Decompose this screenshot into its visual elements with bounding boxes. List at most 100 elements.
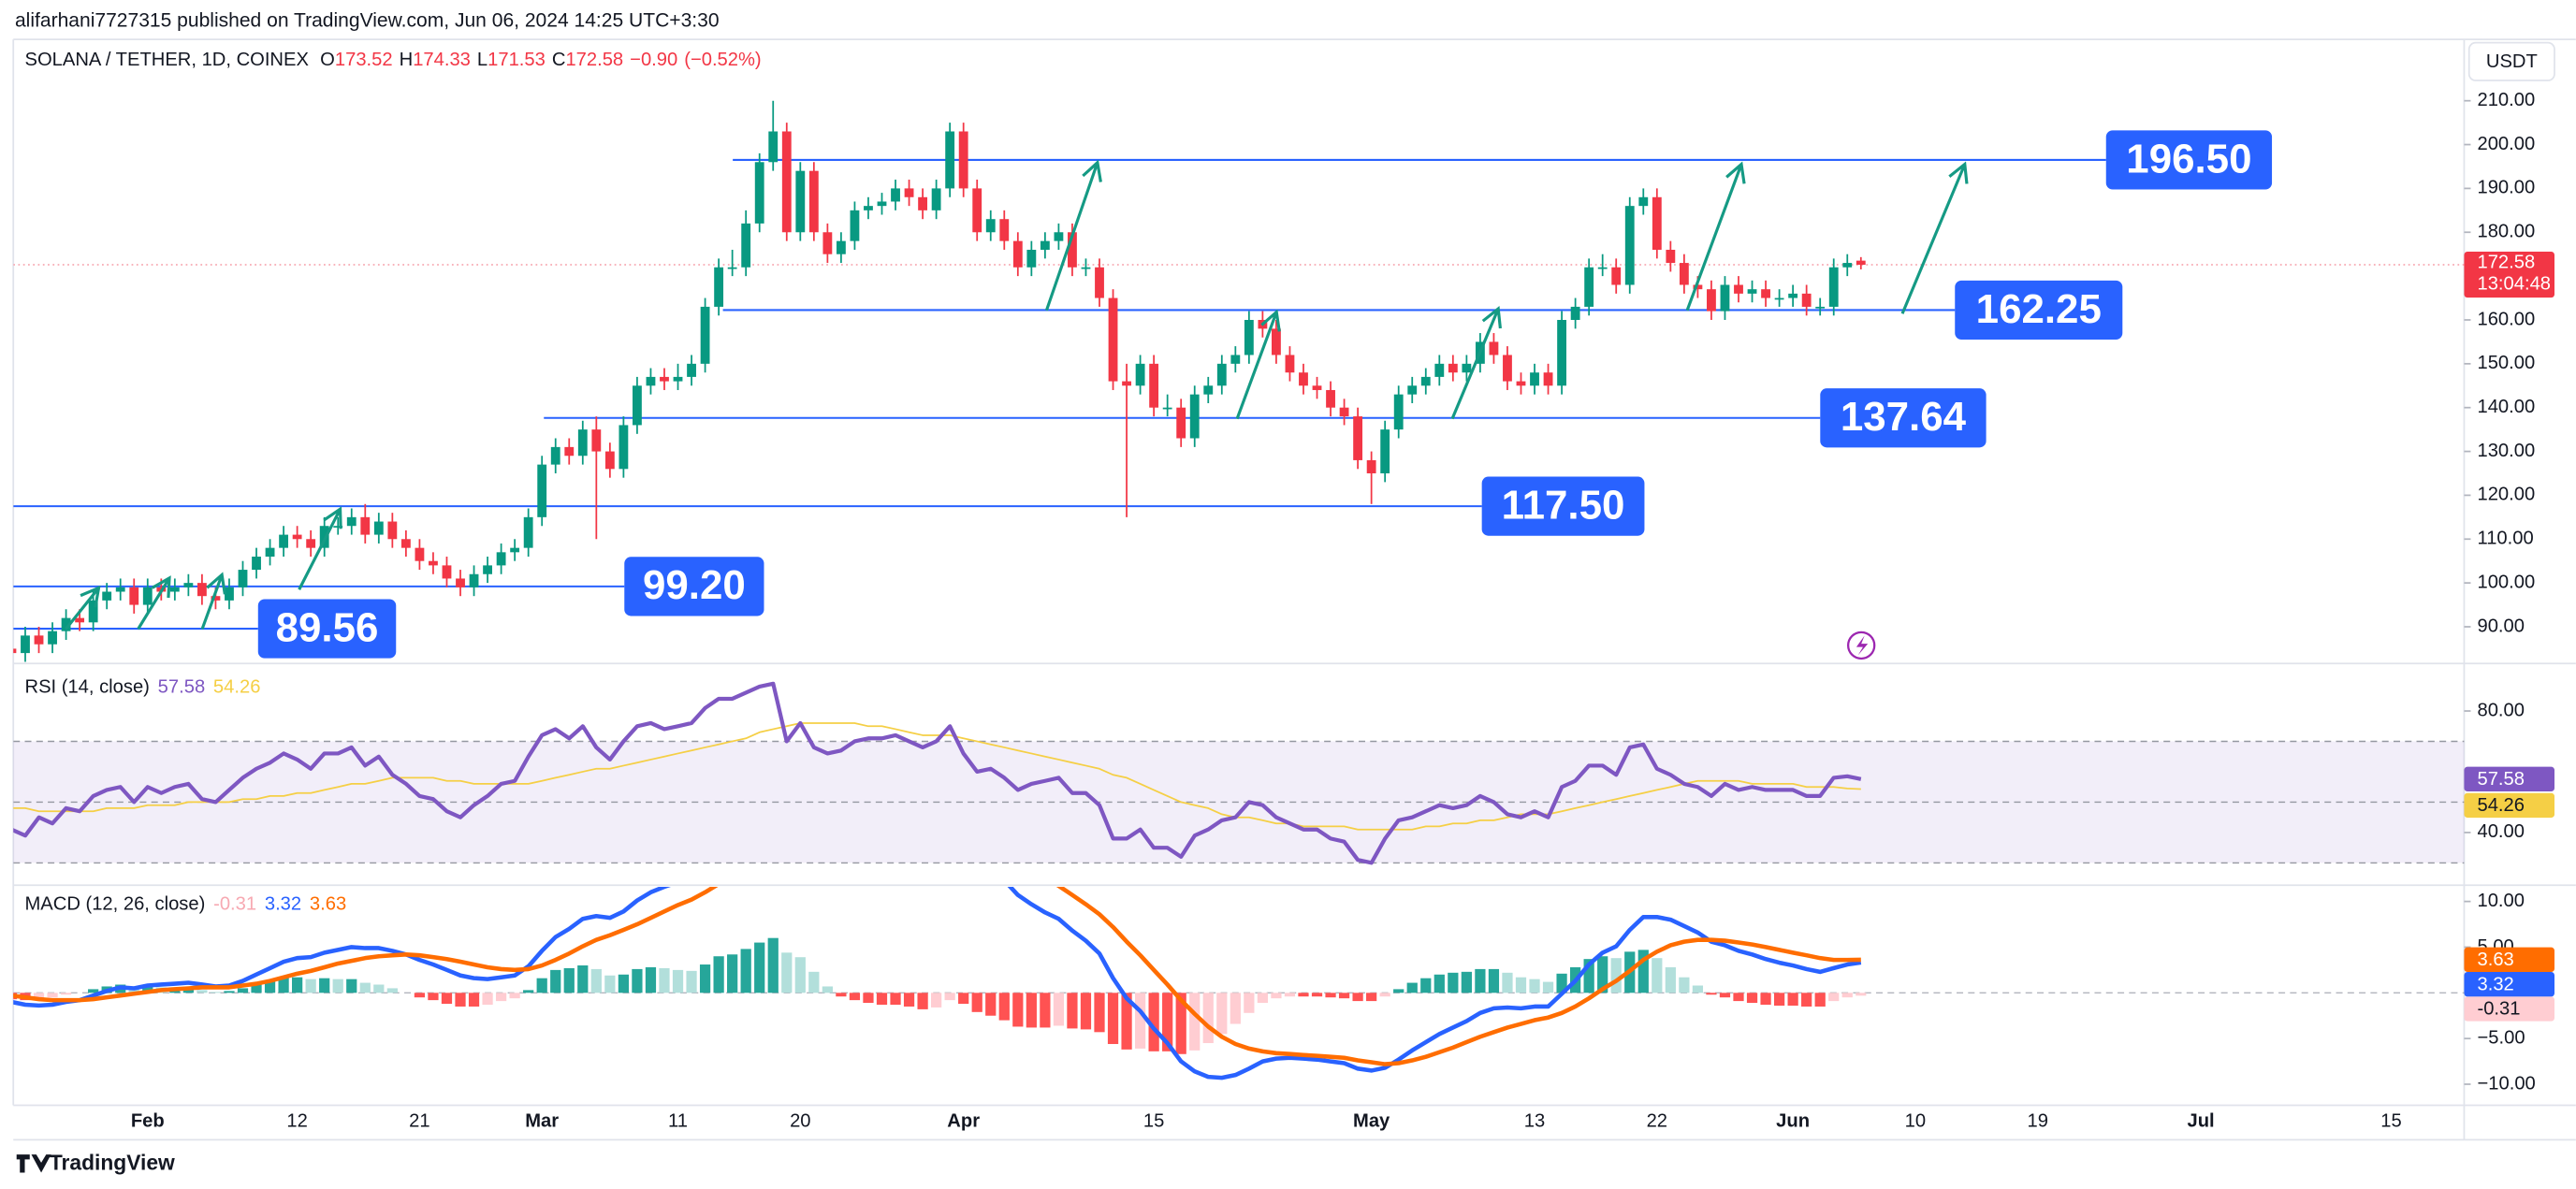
candle-body <box>1652 196 1662 251</box>
candle-body <box>972 188 982 233</box>
macd-pane <box>13 886 2465 1080</box>
indicator-line <box>13 886 1861 1066</box>
histogram-bar <box>1352 993 1363 1002</box>
candle-body <box>292 534 302 540</box>
histogram-bar <box>1094 993 1105 1033</box>
currency-button[interactable] <box>2467 41 2555 81</box>
candle-body <box>591 429 602 452</box>
histogram-bar <box>645 966 657 993</box>
candle-body <box>1230 355 1241 364</box>
candle-body <box>346 516 357 527</box>
candle-body <box>415 547 425 561</box>
candle-body <box>1788 293 1798 298</box>
candle-body <box>34 635 44 645</box>
histogram-bar <box>1067 993 1078 1029</box>
candle-body <box>1679 263 1689 285</box>
legend-letter: C <box>552 50 566 70</box>
candle-body <box>1162 407 1172 410</box>
x-tick-label: Jul <box>2188 1110 2215 1131</box>
candle-body <box>550 446 560 465</box>
histogram-bar <box>849 993 861 1001</box>
candle-body <box>115 587 125 592</box>
histogram-bar <box>590 968 602 993</box>
histogram-bar <box>1488 968 1500 993</box>
level-label: 162.25 <box>1976 286 2102 332</box>
histogram-bar <box>1502 972 1513 993</box>
histogram-bar <box>1134 993 1146 1049</box>
histogram-bar <box>359 982 371 993</box>
value-box-label: -0.31 <box>2478 999 2521 1020</box>
macd-hist-value: -0.31 <box>213 894 256 915</box>
candle-body <box>1434 363 1445 377</box>
brand-name: TradingView <box>50 1151 175 1175</box>
x-tick-label: 22 <box>1647 1110 1667 1131</box>
candle-body <box>1380 429 1390 473</box>
histogram-bar <box>971 993 982 1012</box>
candle-body <box>687 363 696 377</box>
histogram-bar <box>1475 968 1486 993</box>
level-label: 89.56 <box>276 604 379 650</box>
histogram-bar <box>1393 989 1404 993</box>
candle-body <box>958 131 968 189</box>
histogram-bar <box>604 975 616 993</box>
candle-body <box>1176 407 1186 439</box>
symbol-legend: SOLANA / TETHER, 1D, COINEX O173.52 H174.3… <box>25 50 762 70</box>
candle-body <box>1462 363 1472 373</box>
histogram-bar <box>373 984 385 993</box>
histogram-bar <box>1692 985 1704 993</box>
histogram-bar <box>550 969 561 993</box>
histogram-bar <box>441 993 453 1005</box>
candle-body <box>646 376 656 386</box>
candle-body <box>1707 289 1716 312</box>
candle-body <box>537 464 547 517</box>
candle-body <box>836 240 846 254</box>
y-tick-label: 120.00 <box>2478 485 2536 505</box>
histogram-bar <box>1257 993 1269 1004</box>
legend-change: −0.90 <box>630 50 677 70</box>
histogram-bar <box>468 993 480 1007</box>
histogram-bar <box>1515 977 1527 993</box>
candle-body <box>333 526 343 528</box>
candle-body <box>13 648 17 654</box>
candle-body <box>1761 289 1770 298</box>
level-label-box <box>1820 388 1987 448</box>
y-tick-label: 180.00 <box>2478 222 2536 242</box>
y-tick-label: 40.00 <box>2478 821 2525 842</box>
candle-body <box>252 557 261 571</box>
candle-body <box>400 539 411 548</box>
signal-value: 3.63 <box>310 894 346 915</box>
histogram-bar <box>1406 982 1418 993</box>
currency-label[interactable]: USDT <box>2486 51 2538 72</box>
candle-body <box>183 583 194 587</box>
histogram-bar <box>1583 959 1594 993</box>
value-box-label: 3.63 <box>2478 950 2514 970</box>
alert-icon[interactable] <box>1846 631 1876 660</box>
candle-body <box>1543 372 1553 386</box>
histogram-bar <box>686 970 697 993</box>
histogram-bar <box>495 993 507 1002</box>
histogram-bar <box>1284 993 1296 997</box>
x-tick-label: 21 <box>409 1110 429 1131</box>
histogram-bar <box>931 993 942 1008</box>
candle-body <box>1095 267 1104 298</box>
candle-body <box>1774 297 1784 300</box>
candle-body <box>1624 206 1635 285</box>
candle-body <box>21 635 30 654</box>
candle-body <box>1366 459 1376 473</box>
histogram-bar <box>1597 956 1608 993</box>
histogram-bar <box>1311 993 1323 997</box>
histogram-bar <box>142 986 153 993</box>
histogram-bar <box>1746 993 1758 1004</box>
candle-body <box>1801 293 1812 307</box>
level-label-box <box>2105 130 2273 190</box>
indicator-line <box>13 681 1862 865</box>
histogram-bar <box>428 993 439 1001</box>
histogram-bar <box>292 977 303 993</box>
histogram-bar <box>808 971 820 993</box>
histogram-bar <box>1244 993 1255 1013</box>
histogram-bar <box>863 993 874 1004</box>
candle-body <box>1203 385 1214 395</box>
candle-body <box>1570 306 1580 320</box>
rsi-value: 57.58 <box>158 677 205 698</box>
